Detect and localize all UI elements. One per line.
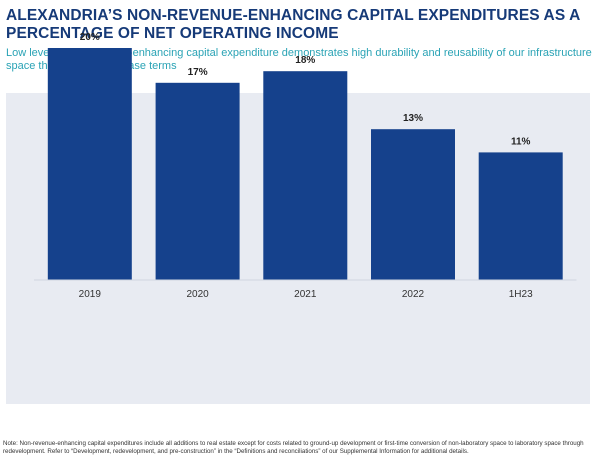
bar-2019 — [47, 48, 132, 280]
chart-title: ALEXANDRIA’S NON-REVENUE-ENHANCING CAPIT… — [6, 7, 580, 42]
x-tick-label-1h23: 1H23 — [509, 289, 533, 300]
bar-chart: 20% 2019 17% 2020 18% 2021 13% 2022 11% 1H23 — [16, 2, 580, 367]
footnote: Note: Non-revenue-enhancing capital expe… — [3, 440, 584, 455]
bar-chart-svg: 20% 2019 17% 2020 18% 2021 13% 2022 11% 1H23 — [34, 32, 577, 300]
bar-2022 — [371, 129, 455, 280]
x-tick-label-2019: 2019 — [79, 289, 102, 300]
data-label-1h23: 11% — [511, 136, 531, 147]
x-tick-label-2022: 2022 — [402, 289, 425, 300]
x-tick-label-2020: 2020 — [186, 289, 209, 300]
data-label-2022: 13% — [403, 113, 423, 124]
x-tick-label-2021: 2021 — [294, 289, 317, 300]
data-label-2019: 20% — [80, 32, 100, 43]
bar-2020 — [155, 82, 240, 280]
bar-2021 — [263, 71, 348, 280]
data-label-2020: 17% — [188, 67, 208, 78]
data-label-2021: 18% — [295, 55, 315, 66]
bar-1h23 — [478, 152, 563, 280]
